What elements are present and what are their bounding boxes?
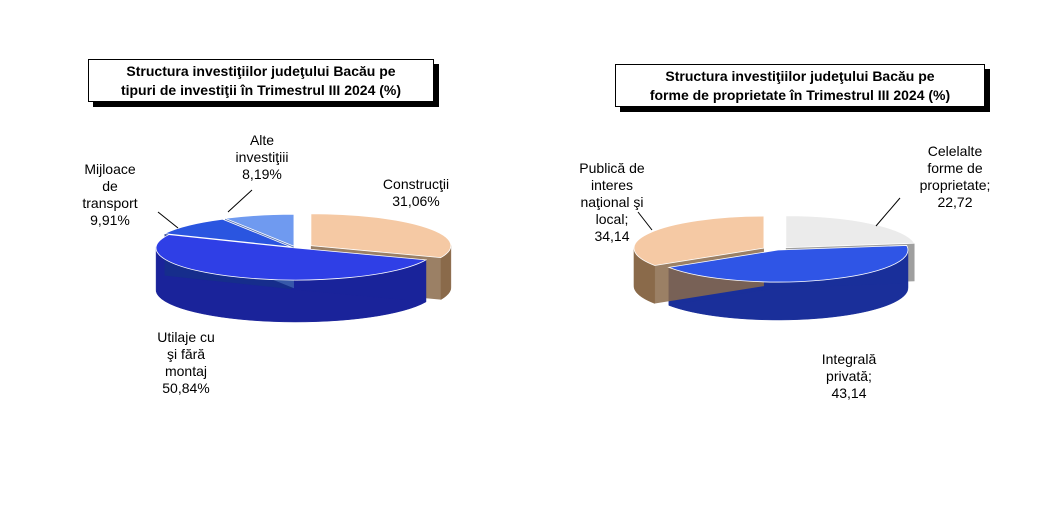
slice-label-value: 34,14 xyxy=(594,228,630,244)
leader-line xyxy=(637,211,653,231)
slice-label-alte-investitii: Alte investiţiii 8,19% xyxy=(212,132,312,183)
slice-label-text: Alte xyxy=(249,132,275,148)
slice-label-text: Integrală xyxy=(821,351,877,367)
slice-label-publica: Publică de interes naţional şi local; 34… xyxy=(560,160,664,245)
slice-label-text: Utilaje cu xyxy=(157,329,215,345)
slice-label-text: de xyxy=(102,178,118,194)
slice-label-text: privată; xyxy=(826,368,872,384)
slice-label-constructii: Construcţii 31,06% xyxy=(356,176,476,210)
chart-title-line: Structura investiţiilor judeţului Bacău … xyxy=(665,68,935,84)
slice-label-text: montaj xyxy=(164,363,208,379)
slice-label-celelalte: Celelalte forme de proprietate; 22,72 xyxy=(900,143,1010,211)
slice-label-value: 43,14 xyxy=(831,385,867,401)
chart-ownership-types: Structura investiţiilor judeţului Bacău … xyxy=(528,0,1056,508)
pie-slice xyxy=(785,215,916,249)
slice-label-text: forme de xyxy=(927,160,983,176)
slice-label-text: investiţiii xyxy=(235,149,289,165)
slice-label-text: local; xyxy=(595,211,629,227)
pie-slice xyxy=(310,213,452,258)
slice-label-text: Mijloace xyxy=(84,161,136,177)
pie-chart-ownership-types xyxy=(633,197,916,321)
slice-label-text: interes xyxy=(590,177,634,193)
chart-title-line: tipuri de investiţii în Trimestrul III 2… xyxy=(120,82,402,98)
chart-title-line: Structura investiţiilor judeţului Bacău … xyxy=(126,63,396,79)
slice-label-text: Publică de xyxy=(579,160,645,176)
slice-label-utilaje: Utilaje cu şi fără montaj 50,84% xyxy=(131,329,241,397)
leader-line xyxy=(157,211,179,229)
slice-label-value: 22,72 xyxy=(937,194,973,210)
slice-label-value: 9,91% xyxy=(90,212,130,228)
slice-label-mijloace-transport: Mijloace de transport 9,91% xyxy=(60,161,160,229)
pie-slice xyxy=(667,245,909,283)
slice-label-text: Construcţii xyxy=(382,176,450,192)
slice-label-value: 50,84% xyxy=(162,380,210,396)
pie-slice xyxy=(223,213,295,247)
leader-line xyxy=(227,189,253,213)
slice-label-text: naţional şi xyxy=(580,194,644,210)
pie-slice xyxy=(155,234,428,281)
slice-label-value: 31,06% xyxy=(392,193,440,209)
slice-label-text: proprietate; xyxy=(919,177,991,193)
pie-chart-investment-types xyxy=(155,189,452,323)
chart-investment-types: Structura investiţiilor judeţului Bacău … xyxy=(60,59,476,397)
slice-label-integrala-privata: Integrală privată; 43,14 xyxy=(794,351,904,402)
slice-label-text: şi fără xyxy=(166,346,206,362)
slice-label-value: 8,19% xyxy=(242,166,282,182)
slice-label-text: Celelalte xyxy=(927,143,983,159)
chart-title: Structura investiţiilor judeţului Bacău … xyxy=(88,59,434,102)
leader-line xyxy=(875,197,901,227)
pie-slice xyxy=(633,215,765,266)
chart-title-line: forme de proprietate în Trimestrul III 2… xyxy=(649,87,951,103)
pie-slice xyxy=(163,218,292,248)
slice-label-text: transport xyxy=(82,195,138,211)
chart-title: Structura investiţiilor judeţului Bacău … xyxy=(615,64,985,107)
